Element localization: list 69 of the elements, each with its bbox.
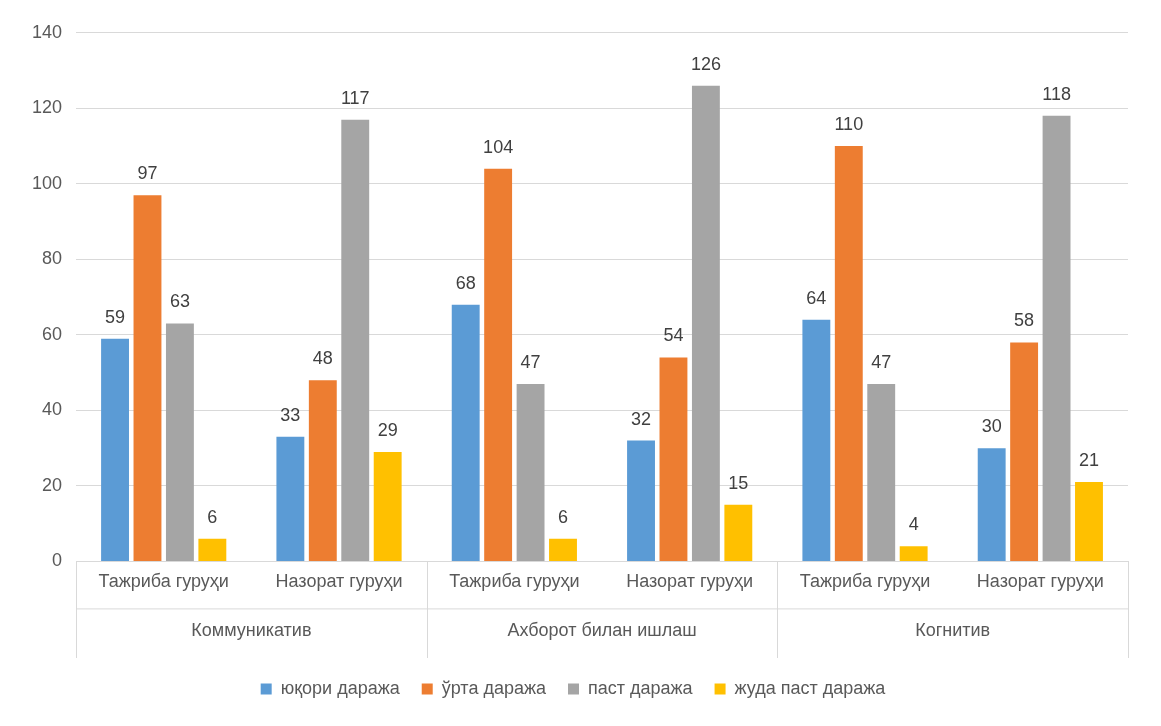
- data-label: 126: [690, 53, 721, 74]
- y-tick-label: 0: [52, 550, 63, 571]
- bar: [516, 383, 545, 561]
- text: Когнитив: [915, 620, 991, 641]
- data-label: 48: [312, 348, 333, 369]
- legend-label: ўрта даража: [441, 677, 547, 698]
- bar: [1075, 482, 1103, 561]
- bar: [977, 448, 1006, 561]
- data-label: 59: [105, 306, 126, 327]
- x-tick-label: Тажриба гуруҳи: [449, 571, 580, 592]
- bar: [308, 380, 337, 561]
- bar: [627, 440, 655, 561]
- x-tick-label: Тажриба гуруҳи: [799, 571, 931, 592]
- bar: [198, 538, 227, 561]
- data-label: 30: [981, 416, 1002, 437]
- y-tick-label: 140: [31, 21, 63, 42]
- text: Ахборот билан ишлаш: [507, 620, 697, 641]
- bar: [724, 504, 753, 561]
- bar: [373, 451, 402, 561]
- bar: [802, 319, 831, 561]
- data-label: 29: [377, 419, 398, 440]
- bar: [899, 546, 928, 561]
- data-label: 58: [1014, 310, 1035, 331]
- y-tick-label: 20: [42, 474, 63, 495]
- legend-label: юқори даража: [280, 677, 401, 698]
- data-label: 47: [871, 351, 892, 372]
- bar: [659, 357, 688, 561]
- bar: [451, 304, 480, 561]
- x-tick-label: Назорат гуруҳи: [275, 571, 403, 592]
- data-label: 32: [631, 408, 652, 429]
- x-tick-label: Тажриба гуруҳи: [98, 571, 229, 592]
- data-label: 33: [280, 404, 301, 425]
- data-label: 54: [663, 325, 684, 346]
- legend-label: паст даража: [587, 677, 694, 698]
- y-tick-label: 80: [42, 248, 63, 269]
- bar: [1010, 342, 1039, 561]
- data-label: 118: [1042, 83, 1071, 104]
- data-label: 63: [169, 291, 190, 312]
- bar: [691, 85, 720, 561]
- data-label: 110: [834, 114, 864, 135]
- data-label: 6: [207, 506, 218, 527]
- data-label: 15: [728, 472, 749, 493]
- data-label: 117: [340, 87, 370, 108]
- y-tick-label: 40: [42, 399, 63, 420]
- data-label: 6: [558, 506, 569, 527]
- data-label: 47: [520, 351, 541, 372]
- data-label: 4: [908, 514, 919, 535]
- bar: [484, 168, 513, 561]
- y-tick-label: 100: [31, 172, 63, 193]
- bar: [341, 119, 370, 561]
- bar: [867, 383, 896, 561]
- bar: [1042, 115, 1071, 561]
- x-tick-label: Назорат гуруҳи: [626, 571, 754, 592]
- data-label: 21: [1078, 450, 1100, 471]
- x-tick-label: Назорат гуруҳи: [976, 571, 1104, 592]
- bar: [101, 338, 129, 561]
- y-tick-label: 120: [31, 97, 63, 118]
- data-label: 97: [137, 163, 158, 184]
- legend-label: жуда паст даража: [734, 677, 887, 698]
- data-label: 68: [455, 272, 476, 293]
- bar: [165, 323, 194, 561]
- text: Коммуникатив: [191, 620, 312, 641]
- bar: [549, 538, 577, 561]
- y-tick-label: 60: [42, 323, 63, 344]
- data-label: 64: [806, 287, 827, 308]
- bar: [276, 436, 305, 561]
- data-label: 104: [483, 136, 514, 157]
- bar: [834, 146, 863, 561]
- bar: [133, 195, 162, 561]
